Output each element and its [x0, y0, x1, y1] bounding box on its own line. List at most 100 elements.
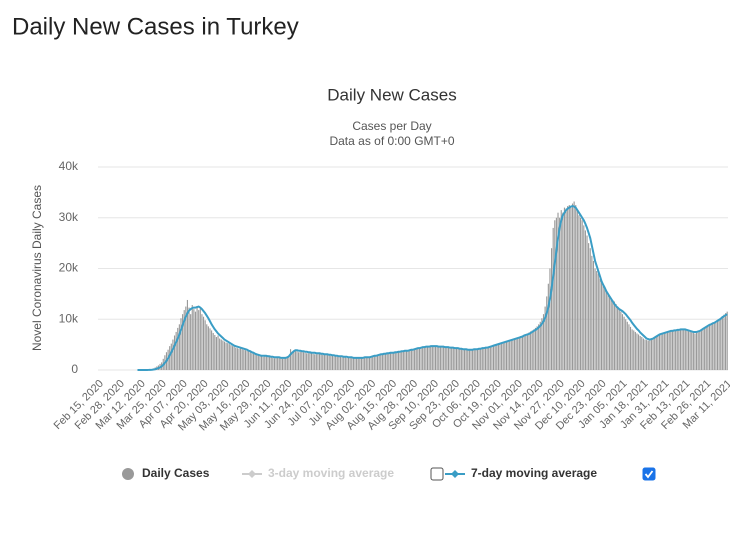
bar: [538, 324, 540, 370]
bar: [539, 321, 541, 370]
bar: [663, 332, 665, 370]
bar: [236, 348, 238, 370]
bar: [618, 309, 620, 370]
bar: [373, 355, 375, 370]
bar: [302, 352, 304, 370]
bar: [173, 335, 176, 370]
bar: [199, 308, 201, 370]
legend-checkbox[interactable]: [642, 467, 656, 481]
bar: [327, 354, 329, 370]
bar: [702, 329, 704, 370]
bar: [683, 328, 685, 370]
bar: [607, 293, 609, 370]
bar: [541, 318, 543, 370]
bar: [679, 329, 682, 370]
checkbox-tick: [644, 470, 654, 479]
bar: [551, 248, 553, 370]
y-axis-title: Novel Coronavirus Daily Cases: [30, 185, 44, 351]
bar: [227, 343, 229, 370]
bar: [323, 354, 325, 370]
bar: [455, 348, 458, 370]
bar: [657, 334, 659, 370]
bar: [454, 348, 456, 370]
bar: [349, 357, 351, 370]
bar: [194, 311, 197, 370]
bar: [568, 205, 570, 370]
bar: [633, 330, 635, 370]
bar: [586, 235, 588, 370]
bar: [402, 351, 404, 370]
bar: [494, 344, 496, 370]
bar: [428, 346, 430, 370]
bar: [212, 332, 214, 370]
bar: [170, 343, 172, 370]
y-tick-label: 40k: [59, 159, 79, 173]
bar: [215, 337, 217, 370]
bar: [625, 319, 627, 370]
bar: [272, 357, 274, 370]
bar: [201, 314, 203, 370]
bar: [256, 354, 258, 370]
bar: [248, 351, 250, 370]
bar: [230, 345, 232, 370]
bar: [520, 335, 522, 370]
bar: [449, 347, 451, 370]
legend-checkbox[interactable]: [430, 467, 444, 481]
bar: [602, 283, 604, 370]
bar: [678, 329, 680, 370]
bar: [383, 353, 385, 370]
bar: [381, 353, 383, 370]
bar: [721, 316, 723, 370]
bar: [720, 317, 722, 370]
bar: [280, 358, 282, 370]
bar: [310, 353, 313, 370]
bar: [557, 212, 559, 370]
bar: [315, 354, 317, 370]
bar: [465, 349, 467, 370]
bar: [243, 349, 245, 370]
bar: [696, 332, 698, 370]
bar: [404, 350, 406, 370]
bar: [399, 351, 401, 370]
bar: [662, 332, 664, 370]
bar: [542, 314, 545, 370]
bar: [499, 343, 501, 370]
bar: [222, 340, 224, 370]
bar: [594, 268, 596, 370]
bar: [360, 357, 363, 370]
bar: [225, 342, 227, 370]
bar: [312, 353, 314, 370]
bar: [396, 352, 398, 370]
bar: [217, 335, 219, 370]
bar: [671, 330, 673, 370]
bar: [352, 358, 354, 370]
bar: [599, 278, 601, 370]
bar: [233, 346, 235, 370]
bar: [367, 357, 369, 370]
bar: [314, 354, 316, 370]
bar: [394, 352, 396, 370]
bar: [265, 355, 267, 370]
bar: [620, 311, 622, 370]
bar: [357, 358, 359, 370]
bar: [483, 347, 485, 370]
bar: [610, 298, 612, 370]
bar: [298, 352, 300, 370]
chart-subtitle: Cases per Day: [352, 119, 431, 133]
bar: [562, 212, 564, 370]
bar: [322, 354, 324, 370]
bar: [178, 324, 180, 370]
bar: [628, 324, 630, 370]
bar: [555, 217, 557, 370]
bar: [544, 306, 546, 370]
bar: [410, 349, 412, 370]
bar: [283, 358, 285, 370]
bar: [193, 309, 195, 370]
bar: [273, 358, 275, 370]
bar: [426, 346, 429, 370]
bar: [588, 243, 590, 370]
bar: [277, 357, 279, 370]
bar: [694, 333, 696, 370]
bar: [286, 357, 288, 370]
bar: [665, 331, 667, 370]
